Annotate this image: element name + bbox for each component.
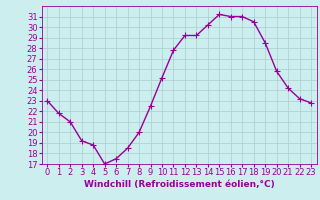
X-axis label: Windchill (Refroidissement éolien,°C): Windchill (Refroidissement éolien,°C) bbox=[84, 180, 275, 189]
